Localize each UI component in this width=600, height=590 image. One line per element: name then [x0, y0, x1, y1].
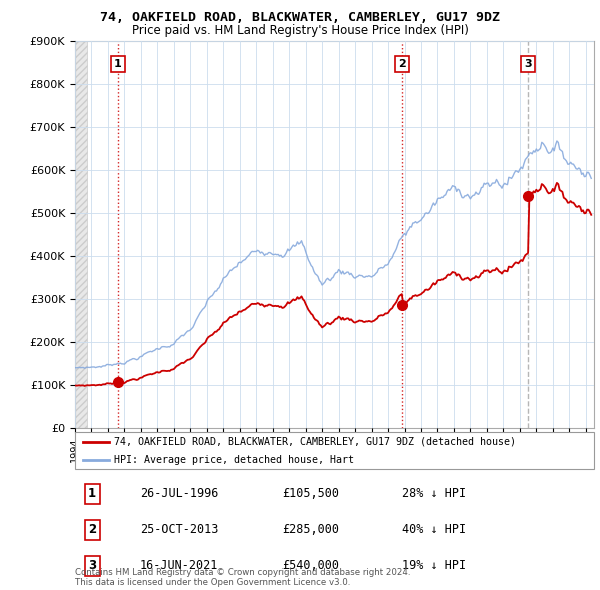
Text: £285,000: £285,000 [283, 523, 340, 536]
Text: 74, OAKFIELD ROAD, BLACKWATER, CAMBERLEY, GU17 9DZ (detached house): 74, OAKFIELD ROAD, BLACKWATER, CAMBERLEY… [114, 437, 516, 447]
Text: 26-JUL-1996: 26-JUL-1996 [140, 487, 218, 500]
Text: £540,000: £540,000 [283, 559, 340, 572]
Text: 1: 1 [113, 58, 121, 68]
Text: Contains HM Land Registry data © Crown copyright and database right 2024.
This d: Contains HM Land Registry data © Crown c… [75, 568, 410, 587]
Text: 74, OAKFIELD ROAD, BLACKWATER, CAMBERLEY, GU17 9DZ: 74, OAKFIELD ROAD, BLACKWATER, CAMBERLEY… [100, 11, 500, 24]
Text: 3: 3 [88, 559, 96, 572]
Text: 2: 2 [398, 58, 406, 68]
Text: 16-JUN-2021: 16-JUN-2021 [140, 559, 218, 572]
Text: £105,500: £105,500 [283, 487, 340, 500]
Text: 3: 3 [524, 58, 532, 68]
Text: 40% ↓ HPI: 40% ↓ HPI [402, 523, 466, 536]
Text: HPI: Average price, detached house, Hart: HPI: Average price, detached house, Hart [114, 455, 354, 465]
Bar [75, 41, 86, 428]
Text: 1: 1 [88, 487, 96, 500]
Text: Price paid vs. HM Land Registry's House Price Index (HPI): Price paid vs. HM Land Registry's House … [131, 24, 469, 37]
FancyBboxPatch shape [75, 432, 594, 469]
Text: 19% ↓ HPI: 19% ↓ HPI [402, 559, 466, 572]
Text: 25-OCT-2013: 25-OCT-2013 [140, 523, 218, 536]
Text: 2: 2 [88, 523, 96, 536]
Text: 28% ↓ HPI: 28% ↓ HPI [402, 487, 466, 500]
